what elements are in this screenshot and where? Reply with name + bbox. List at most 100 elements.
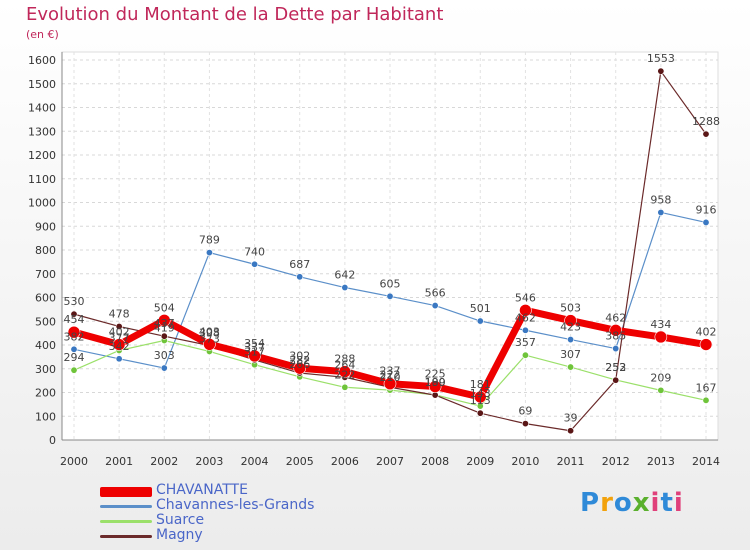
legend-label-chavannes-les-grands: Chavannes-les-Grands bbox=[156, 497, 315, 513]
legend-swatch-suarce bbox=[100, 520, 152, 523]
data-label-magny-2004: 337 bbox=[244, 341, 265, 354]
data-label-magny-2014: 1288 bbox=[692, 115, 720, 128]
x-tick-label-2003: 2003 bbox=[195, 455, 223, 468]
y-axis-unit-label: (en €) bbox=[26, 28, 59, 41]
data-point-chavannes-les-grands-2007 bbox=[386, 292, 394, 300]
legend-label-suarce: Suarce bbox=[156, 512, 205, 528]
data-point-chavanatte-2010 bbox=[519, 304, 532, 317]
legend-label-magny: Magny bbox=[156, 527, 203, 543]
data-point-chavanatte-2000 bbox=[67, 325, 81, 339]
data-point-chavannes-les-grands-2010 bbox=[521, 326, 529, 334]
data-label-suarce-2002: 419 bbox=[154, 321, 175, 334]
y-tick-label-100: 100 bbox=[35, 410, 56, 423]
x-tick-label-2008: 2008 bbox=[421, 455, 449, 468]
data-label-chavanatte-2011: 503 bbox=[560, 302, 581, 315]
data-point-chavanatte-2003 bbox=[203, 337, 216, 351]
data-label-chavanatte-2001: 402 bbox=[109, 326, 130, 339]
data-label-chavanatte-2010: 546 bbox=[515, 291, 536, 304]
data-label-chavanatte-2000: 454 bbox=[64, 313, 85, 326]
data-point-chavannes-les-grands-2013 bbox=[657, 208, 665, 216]
data-point-chavanatte-2007 bbox=[383, 377, 397, 391]
data-label-suarce-2004: 317 bbox=[244, 346, 265, 359]
data-point-suarce-2000 bbox=[70, 366, 78, 374]
x-tick-label-2009: 2009 bbox=[466, 455, 494, 468]
data-point-magny-2013 bbox=[657, 67, 665, 75]
data-point-suarce-2010 bbox=[521, 351, 529, 359]
data-label-suarce-2013: 209 bbox=[650, 371, 671, 384]
data-label-magny-2007: 222 bbox=[380, 368, 401, 381]
y-tick-label-500: 500 bbox=[35, 315, 56, 328]
data-label-chavannes-les-grands-2014: 916 bbox=[696, 203, 717, 216]
data-label-suarce-2007: 210 bbox=[380, 371, 401, 384]
data-point-chavanatte-2014 bbox=[699, 338, 713, 351]
data-label-magny-2010: 69 bbox=[518, 405, 532, 418]
data-label-suarce-2012: 253 bbox=[605, 361, 626, 374]
x-tick-label-2004: 2004 bbox=[241, 455, 269, 468]
x-tick-label-2014: 2014 bbox=[692, 455, 720, 468]
data-label-chavannes-les-grands-2008: 566 bbox=[425, 287, 446, 300]
data-label-chavanatte-2012: 462 bbox=[605, 311, 626, 324]
data-label-chavannes-les-grands-2011: 423 bbox=[560, 321, 581, 334]
data-point-chavannes-les-grands-2000 bbox=[70, 345, 78, 353]
data-label-suarce-2010: 357 bbox=[515, 336, 536, 349]
y-tick-label-1500: 1500 bbox=[28, 78, 56, 91]
data-label-chavannes-les-grands-2003: 789 bbox=[199, 234, 220, 247]
data-label-chavanatte-2009: 181 bbox=[470, 378, 491, 391]
data-label-chavanatte-2008: 225 bbox=[425, 368, 446, 381]
y-tick-label-1600: 1600 bbox=[28, 54, 56, 67]
data-label-magny-2001: 478 bbox=[109, 307, 130, 320]
data-label-chavannes-les-grands-2006: 642 bbox=[334, 269, 355, 282]
data-label-chavanatte-2005: 302 bbox=[289, 349, 310, 362]
data-label-magny-2003: 398 bbox=[199, 326, 220, 339]
y-tick-label-200: 200 bbox=[35, 387, 56, 400]
data-label-suarce-2009: 143 bbox=[470, 387, 491, 400]
data-point-chavanatte-2011 bbox=[564, 314, 577, 327]
chart-title: Evolution du Montant de la Dette par Hab… bbox=[26, 4, 444, 25]
data-point-chavanatte-2002 bbox=[157, 313, 171, 327]
legend-swatch-magny bbox=[100, 535, 152, 538]
data-point-chavanatte-2005 bbox=[293, 361, 307, 375]
data-point-chavannes-les-grands-2003 bbox=[205, 249, 213, 257]
data-point-magny-2008 bbox=[431, 391, 439, 399]
data-label-suarce-2008: 190 bbox=[425, 376, 446, 389]
data-point-chavanatte-2001 bbox=[112, 338, 126, 351]
data-label-chavannes-les-grands-2004: 740 bbox=[244, 245, 265, 258]
y-tick-label-1000: 1000 bbox=[28, 197, 56, 210]
data-label-chavannes-les-grands-2002: 303 bbox=[154, 349, 175, 362]
y-tick-label-0: 0 bbox=[49, 434, 56, 447]
data-label-chavanatte-2014: 402 bbox=[696, 326, 717, 339]
data-label-chavannes-les-grands-2001: 342 bbox=[109, 340, 130, 353]
y-tick-label-1100: 1100 bbox=[28, 173, 56, 186]
x-tick-label-2011: 2011 bbox=[557, 455, 585, 468]
data-point-chavannes-les-grands-2005 bbox=[296, 273, 304, 281]
data-point-magny-2000 bbox=[70, 310, 78, 318]
y-tick-label-300: 300 bbox=[35, 363, 56, 376]
data-label-chavanatte-2002: 504 bbox=[154, 301, 175, 314]
data-label-suarce-2005: 266 bbox=[289, 358, 310, 371]
legend-swatch-chavannes-les-grands bbox=[100, 505, 152, 508]
data-point-chavanatte-2012 bbox=[609, 323, 623, 337]
y-tick-label-800: 800 bbox=[35, 244, 56, 257]
legend-swatch-chavanatte bbox=[100, 487, 152, 497]
x-tick-label-2006: 2006 bbox=[331, 455, 359, 468]
legend-label-chavanatte: CHAVANATTE bbox=[156, 482, 248, 498]
data-label-magny-2006: 264 bbox=[334, 358, 355, 371]
x-tick-label-2013: 2013 bbox=[647, 455, 675, 468]
data-label-chavannes-les-grands-2009: 501 bbox=[470, 302, 491, 315]
data-label-suarce-2014: 167 bbox=[696, 381, 717, 394]
y-tick-label-1200: 1200 bbox=[28, 149, 56, 162]
data-label-suarce-2001: 377 bbox=[109, 331, 130, 344]
y-tick-label-900: 900 bbox=[35, 220, 56, 233]
x-tick-label-2000: 2000 bbox=[60, 455, 88, 468]
data-label-magny-2008: 189 bbox=[425, 376, 446, 389]
data-point-chavannes-les-grands-2008 bbox=[431, 302, 439, 310]
data-point-chavannes-les-grands-2014 bbox=[702, 218, 710, 226]
data-label-chavanatte-2006: 288 bbox=[334, 353, 355, 366]
data-label-magny-2005: 282 bbox=[289, 354, 310, 367]
data-point-chavanatte-2013 bbox=[654, 330, 668, 344]
data-label-chavannes-les-grands-2010: 462 bbox=[515, 311, 536, 324]
data-label-chavannes-les-grands-2005: 687 bbox=[289, 258, 310, 271]
data-label-suarce-2006: 222 bbox=[334, 368, 355, 381]
data-label-magny-2000: 530 bbox=[64, 295, 85, 308]
